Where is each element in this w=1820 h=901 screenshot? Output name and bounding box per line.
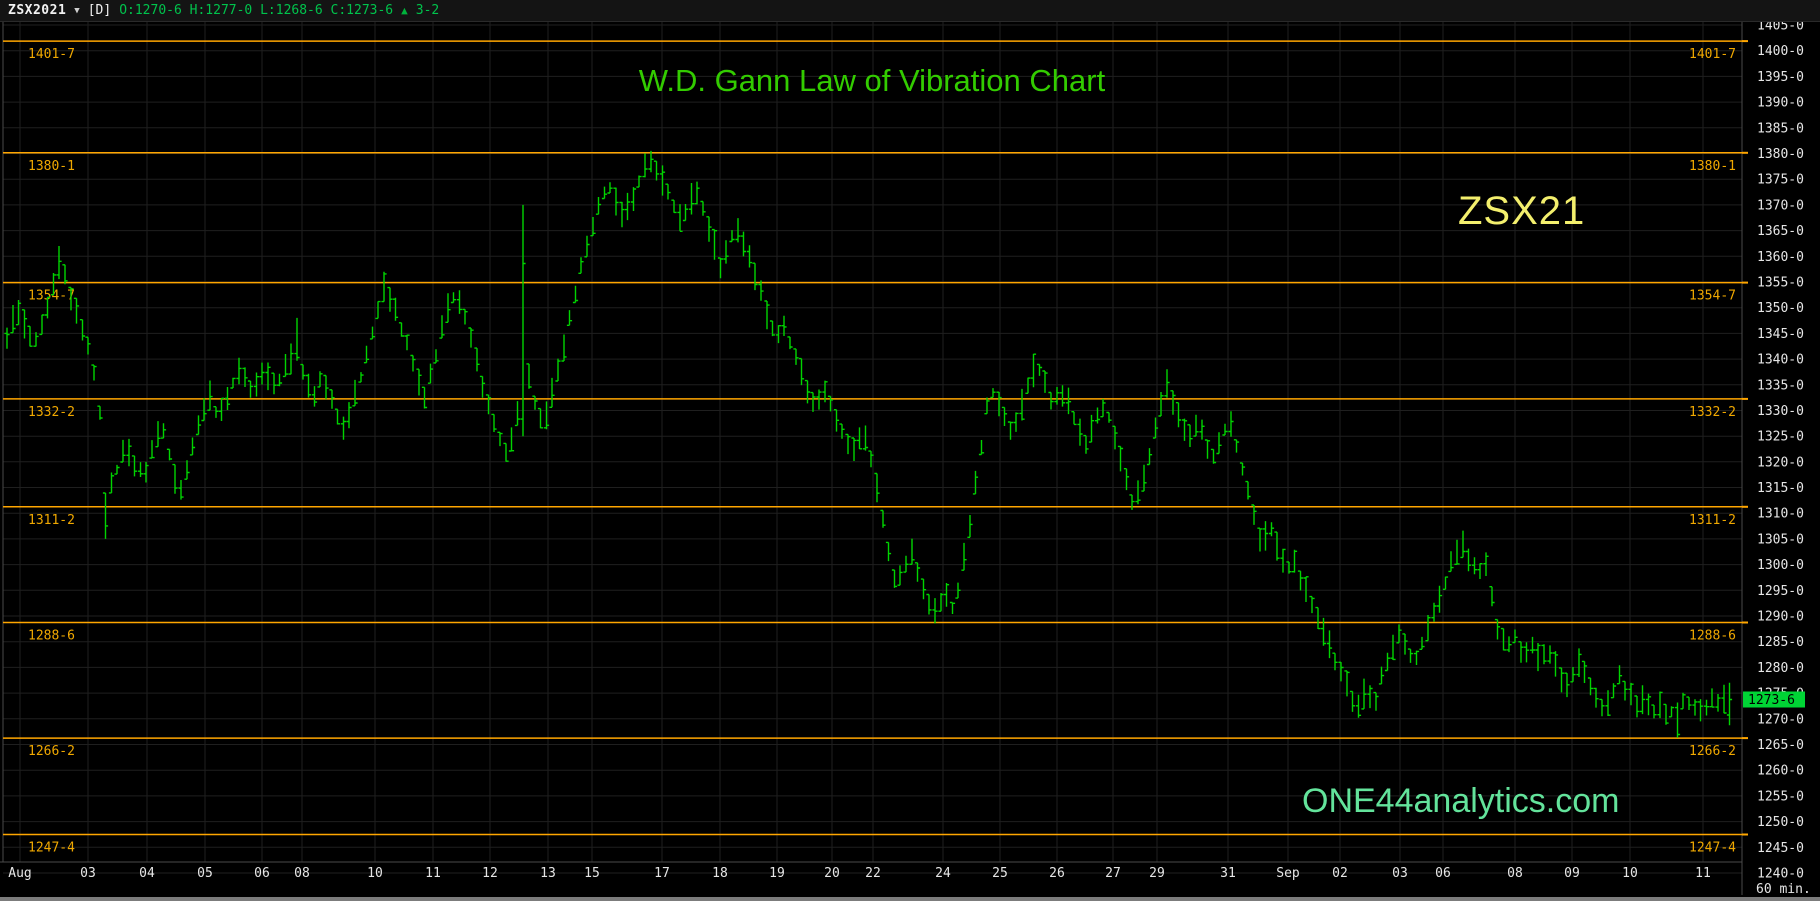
price-axis-label: 1250-0 [1757,815,1804,830]
gann-level-label-right: 1311-2 [1689,513,1736,528]
price-axis-label: 1355-0 [1757,276,1804,291]
price-axis-label: 1335-0 [1757,378,1804,393]
date-axis-label: Sep [1276,866,1300,881]
date-axis-label: 18 [712,866,728,881]
price-axis-label: 1245-0 [1757,841,1804,856]
price-axis-label: 1345-0 [1757,327,1804,342]
gann-level-label-left: 1247-4 [28,841,75,856]
price-axis-label: 1385-0 [1757,121,1804,136]
price-axis-label: 1265-0 [1757,738,1804,753]
date-axis-label: 06 [254,866,270,881]
price-axis-label: 1340-0 [1757,353,1804,368]
date-axis-label: 06 [1435,866,1451,881]
date-axis-label: 12 [482,866,498,881]
date-axis-label: 20 [824,866,840,881]
price-axis-label: 1300-0 [1757,558,1804,573]
date-axis-label: 11 [425,866,441,881]
ohlc-readout: O:1270-6 H:1277-0 L:1268-6 C:1273-6 [119,3,394,18]
date-axis-label: 11 [1695,866,1711,881]
net-change-value: 3-2 [415,3,440,18]
price-axis-label: 1390-0 [1757,96,1804,111]
date-axis-label: 10 [1622,866,1638,881]
price-axis-label: 1240-0 [1757,867,1804,882]
price-axis-label: 1365-0 [1757,224,1804,239]
gann-level-label-left: 1311-2 [28,513,75,528]
chart-header: ZSX2021 ▼ [D] O:1270-6 H:1277-0 L:1268-6… [0,0,1820,22]
gann-level-label-left: 1288-6 [28,629,75,644]
date-axis-label: 08 [294,866,310,881]
gann-level-label-right: 1247-4 [1689,841,1736,856]
date-axis-label: 03 [80,866,96,881]
price-axis-label: 1405-0 [1757,19,1804,34]
price-axis-label: 1295-0 [1757,584,1804,599]
interval-label: 60 min. [1756,882,1811,897]
window-bottom-edge [0,897,1820,901]
price-axis-label: 1320-0 [1757,455,1804,470]
gann-level-label-left: 1380-1 [28,159,75,174]
price-axis-label: 1305-0 [1757,532,1804,547]
price-bars-series [4,150,1733,738]
price-axis-label: 1370-0 [1757,198,1804,213]
last-price-badge [1743,691,1805,708]
date-axis-label: 17 [654,866,670,881]
date-axis-label: 24 [935,866,951,881]
price-axis-label: 1315-0 [1757,481,1804,496]
date-axis-label: 13 [540,866,556,881]
date-axis-label: 04 [139,866,155,881]
symbol-dropdown-icon[interactable]: ▼ [74,5,80,16]
symbol-name[interactable]: ZSX2021 [8,3,67,18]
date-axis-label: 31 [1220,866,1236,881]
date-axis-label: 19 [769,866,785,881]
price-axis-label: 1285-0 [1757,635,1804,650]
date-axis-label: 15 [584,866,600,881]
date-axis-label: 02 [1332,866,1348,881]
price-axis-label: 1280-0 [1757,661,1804,676]
gann-level-label-right: 1354-7 [1689,289,1736,304]
gann-level-label-left: 1332-2 [28,405,75,420]
date-axis-label: 27 [1105,866,1121,881]
date-axis-label: 03 [1392,866,1408,881]
date-axis-label: 26 [1049,866,1065,881]
gann-level-label-right: 1380-1 [1689,159,1736,174]
gann-level-label-left: 1401-7 [28,47,75,62]
price-axis-label: 1325-0 [1757,430,1804,445]
date-axis-label: 25 [992,866,1008,881]
price-axis-label: 1380-0 [1757,147,1804,162]
gann-level-label-right: 1401-7 [1689,47,1736,62]
gann-level-label-right: 1266-2 [1689,744,1736,759]
gann-level-label-right: 1288-6 [1689,629,1736,644]
date-axis-label: 09 [1564,866,1580,881]
timeframe-label[interactable]: [D] [87,3,112,18]
date-axis-label: 22 [865,866,881,881]
price-axis-label: 1375-0 [1757,173,1804,188]
last-price-badge-label: 1273-6 [1748,693,1795,708]
gann-level-label-right: 1332-2 [1689,405,1736,420]
price-axis-label: 1400-0 [1757,44,1804,59]
price-up-arrow-icon: ▲ [401,4,408,17]
date-axis-label: 05 [197,866,213,881]
price-axis-label: 1395-0 [1757,70,1804,85]
date-axis-label: 08 [1507,866,1523,881]
date-axis-label: 10 [367,866,383,881]
price-axis-label: 1290-0 [1757,610,1804,625]
price-axis-label: 1270-0 [1757,712,1804,727]
price-axis-label: 1255-0 [1757,789,1804,804]
price-axis-label: 1260-0 [1757,764,1804,779]
date-axis-label: Aug [8,866,31,881]
price-axis-label: 1330-0 [1757,404,1804,419]
gann-level-label-left: 1354-7 [28,289,75,304]
price-axis-label: 1310-0 [1757,507,1804,522]
price-axis-label: 1350-0 [1757,301,1804,316]
gann-level-label-left: 1266-2 [28,744,75,759]
price-axis-label: 1360-0 [1757,250,1804,265]
date-axis-label: 29 [1149,866,1165,881]
